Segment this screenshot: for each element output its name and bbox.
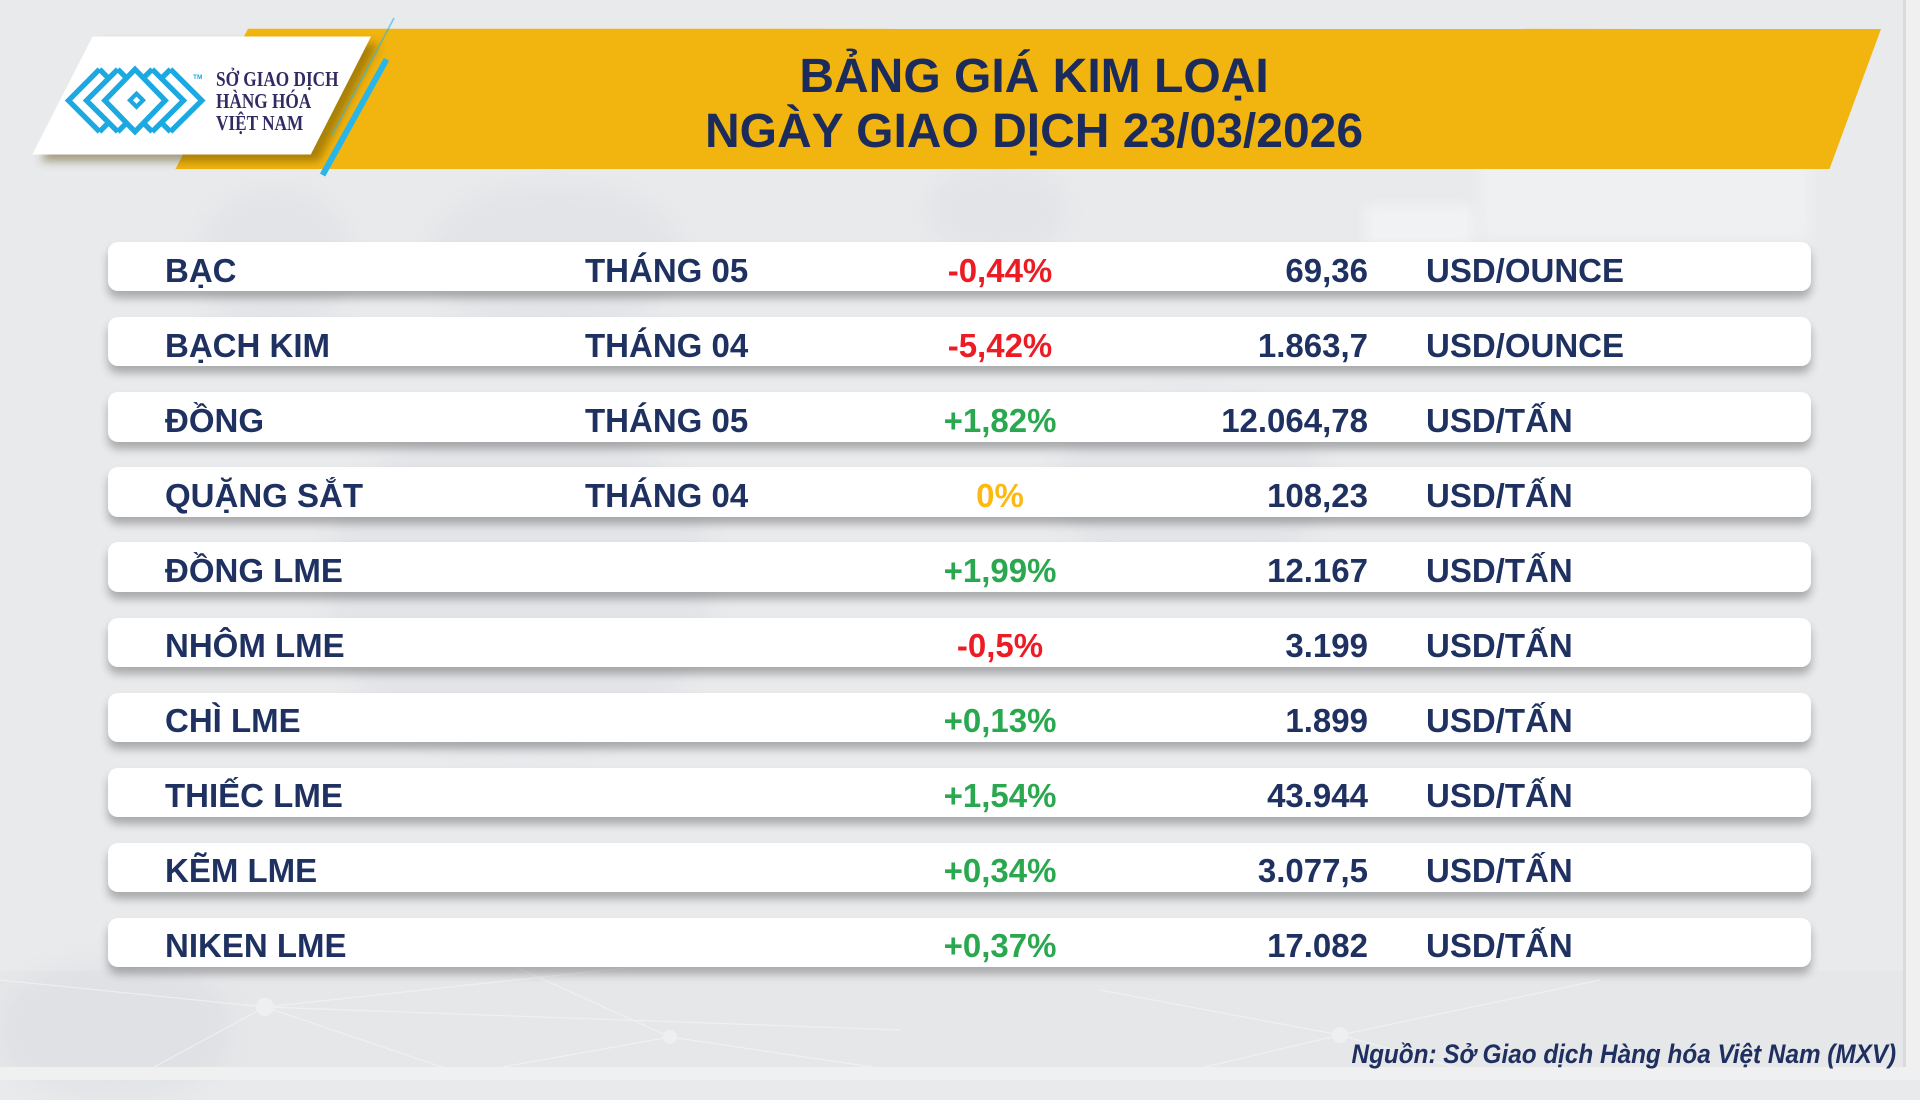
svg-text:TM: TM: [193, 74, 202, 81]
